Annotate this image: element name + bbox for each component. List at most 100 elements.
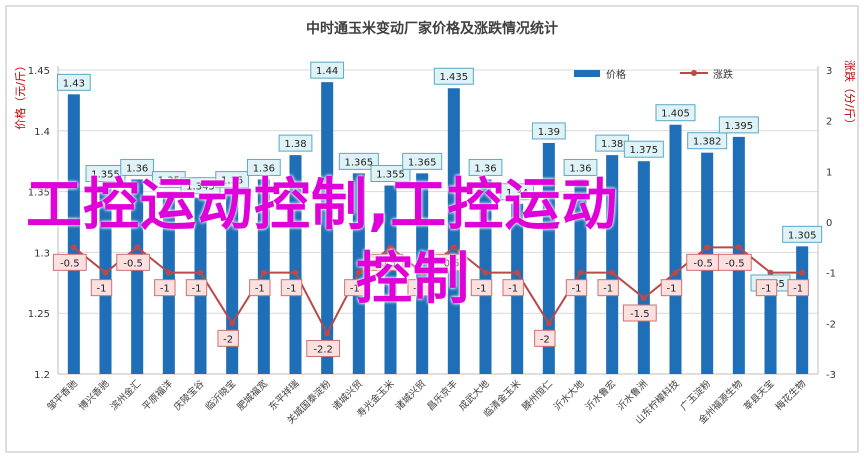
price-data-label: 1.43: [63, 78, 85, 89]
price-data-label: 1.365: [408, 157, 437, 168]
price-label-box: [433, 67, 474, 85]
price-bar: [574, 179, 587, 374]
price-data-label: 1.382: [693, 137, 722, 148]
change-data-label: -1: [287, 284, 297, 295]
legend-change-marker: [691, 70, 697, 76]
y-left-tick-label: 1.35: [28, 188, 50, 199]
change-point: [735, 244, 742, 251]
price-label-box: [402, 152, 443, 170]
price-bar: [606, 155, 619, 374]
change-label-box: [217, 329, 239, 347]
price-data-label: 1.39: [538, 127, 560, 138]
price-label-box: [278, 134, 313, 152]
change-data-label: -0.5: [440, 258, 460, 269]
price-bar: [67, 94, 80, 374]
price-label-box: [563, 158, 598, 176]
y-right-tick-label: -3: [826, 370, 836, 381]
price-data-label: 1.36: [569, 163, 591, 174]
change-data-label: -0.5: [60, 258, 80, 269]
price-label-box: [687, 132, 728, 150]
y-axis-right-ticks: -3 -2 -1 0 1 2 3: [826, 66, 836, 381]
change-data-label: -1: [413, 284, 423, 295]
change-data-label: -1: [667, 284, 677, 295]
price-data-label: 1.305: [788, 230, 817, 241]
price-data-label: 1.395: [725, 121, 754, 132]
change-data-label: -1: [508, 284, 518, 295]
change-label-box: [306, 339, 341, 357]
change-point: [102, 269, 109, 276]
change-point: [134, 244, 141, 251]
price-data-labels: 1.43 1.355 1.36 1.35 1.345 1.35 1.36 1.38 1.44 1.…: [56, 61, 823, 292]
y-axis-left-title: 价格（元/斤）: [13, 60, 27, 130]
change-label-box: [154, 279, 176, 297]
change-data-labels: -0.5 -1 -0.5 -1 -1 -2 -1 -1 -2.2 -1 -0.5 -1 -0.5 -1 -1…: [52, 253, 809, 357]
price-bar: [764, 294, 777, 374]
price-data-label: 1.36: [126, 163, 148, 174]
price-data-label: 1.44: [316, 66, 338, 77]
price-data-label: 1.355: [376, 170, 405, 181]
price-bar: [479, 179, 492, 374]
price-label-box: [56, 73, 91, 91]
price-bar: [226, 191, 239, 374]
price-data-label: 1.375: [630, 145, 659, 156]
change-label-box: [597, 279, 619, 297]
price-label-box: [338, 152, 379, 170]
change-label-box: [432, 253, 467, 271]
change-point: [260, 269, 267, 276]
change-label-box: [369, 253, 404, 271]
change-data-label: -1: [350, 284, 360, 295]
change-data-label: -2.2: [313, 344, 333, 355]
change-data-label: -1: [477, 284, 487, 295]
change-data-label: -2: [540, 334, 550, 345]
price-data-label: 1.34: [506, 188, 528, 199]
change-data-label: -1: [603, 284, 613, 295]
price-label-box: [310, 61, 345, 79]
change-point: [324, 330, 331, 337]
y-right-tick-label: -1: [826, 269, 836, 280]
change-label-box: [185, 279, 208, 297]
change-point: [577, 269, 584, 276]
y-right-tick-label: -2: [826, 319, 836, 330]
price-bar: [447, 88, 460, 375]
price-label-box: [623, 140, 664, 158]
legend: 价格 涨跌: [574, 68, 733, 81]
y-right-tick-label: 1: [826, 167, 832, 178]
change-data-label: -1: [255, 284, 265, 295]
price-bar: [131, 179, 144, 374]
price-bar: [257, 179, 270, 374]
change-point: [514, 269, 521, 276]
change-data-label: -0.5: [123, 258, 143, 269]
change-label-box: [755, 279, 778, 297]
legend-change-label: 涨跌: [713, 68, 733, 81]
change-label-box: [90, 279, 113, 297]
change-point: [672, 269, 679, 276]
change-point: [355, 269, 362, 276]
change-point: [545, 320, 552, 327]
change-data-label: -1: [192, 284, 202, 295]
y-left-tick-label: 1.25: [28, 309, 50, 320]
change-data-label: -0.5: [693, 258, 713, 269]
change-label-box: [787, 279, 809, 297]
change-label-box: [502, 279, 524, 297]
price-label-box: [246, 158, 281, 176]
change-point: [704, 244, 711, 251]
change-point: [197, 269, 204, 276]
legend-price-label: 价格: [606, 68, 626, 81]
change-data-label: -1.5: [630, 309, 650, 320]
legend-price-swatch: [574, 70, 600, 77]
chart-border: [5, 5, 859, 453]
price-bar: [669, 124, 682, 374]
price-label-box: [215, 171, 250, 189]
change-point: [292, 269, 299, 276]
change-point: [165, 269, 172, 276]
price-label-box: [370, 165, 411, 183]
change-data-label: -1: [572, 284, 582, 295]
change-label-box: [249, 279, 271, 297]
price-data-label: 1.35: [158, 176, 180, 187]
y-right-tick-label: 0: [826, 218, 832, 229]
y-left-tick-label: 1.45: [28, 66, 50, 77]
change-data-label: -0.5: [377, 258, 397, 269]
price-bar: [542, 142, 555, 374]
